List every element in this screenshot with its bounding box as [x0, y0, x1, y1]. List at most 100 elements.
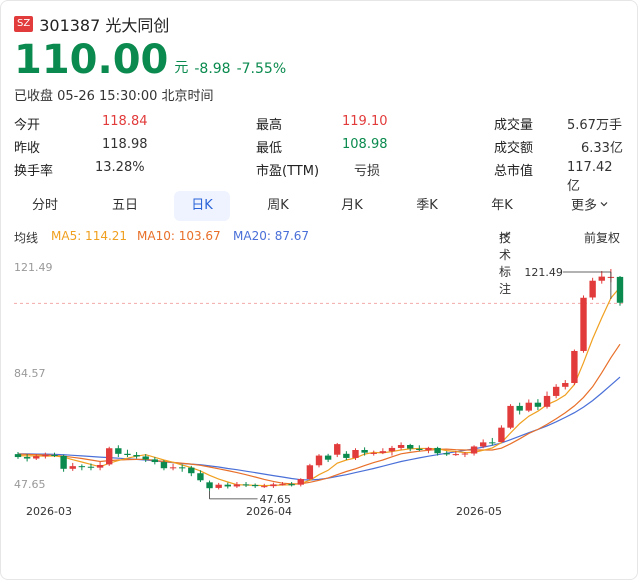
- stock-header: SZ 301387 光大同创: [14, 12, 169, 36]
- candle-body: [288, 484, 295, 486]
- candle-body: [188, 467, 195, 474]
- candle-body: [169, 467, 177, 469]
- candle-body: [124, 453, 131, 455]
- ma5-line: [17, 286, 621, 487]
- candle-body: [215, 484, 222, 488]
- candle-body: [151, 459, 159, 463]
- stat-value-open: 118.84: [102, 114, 148, 129]
- tab-yearly-k[interactable]: 年K: [491, 198, 513, 213]
- candle-body: [261, 486, 268, 488]
- tech-annotation-icon: [499, 229, 511, 243]
- stat-label-pe: 市盈(TTM): [256, 164, 320, 179]
- chevron-down-icon: [599, 191, 609, 221]
- candle-body: [434, 447, 441, 454]
- x-tick-label: 2026-05: [456, 505, 502, 518]
- exchange-badge: SZ: [14, 16, 34, 32]
- candle-body: [525, 402, 532, 411]
- max-value-label: 121.49: [524, 266, 563, 279]
- stat-value-prev-close: 118.98: [102, 137, 148, 152]
- stats-grid: 今开 118.84 最高 119.10 成交量 5.67万手 昨收 118.98…: [14, 112, 624, 194]
- candle-body: [388, 447, 396, 452]
- stat-label-open: 今开: [14, 118, 41, 133]
- candle-body: [425, 447, 432, 450]
- candle-body: [461, 453, 469, 455]
- candle-body: [23, 457, 31, 459]
- candle-body: [14, 454, 22, 458]
- tab-quarterly-k[interactable]: 季K: [416, 198, 438, 213]
- candle-body: [352, 449, 359, 458]
- ma20-legend: MA20: 87.67: [233, 229, 310, 243]
- stat-value-turnover-rate: 13.28%: [95, 160, 145, 175]
- market-status: 已收盘 05-26 15:30:00 北京时间: [14, 89, 214, 104]
- tech-annotation-label: 技术标注: [499, 231, 512, 296]
- candle-body: [160, 462, 168, 469]
- tab-five-day[interactable]: 五日: [111, 198, 138, 213]
- stat-label-market-cap: 总市值: [494, 164, 534, 179]
- candle-body: [361, 449, 368, 453]
- ma10-legend: MA10: 103.67: [137, 229, 221, 243]
- tab-weekly-k[interactable]: 周K: [267, 198, 289, 213]
- candle-body: [224, 484, 231, 487]
- min-value-label: 47.65: [260, 493, 292, 506]
- candle-body: [416, 448, 423, 450]
- candle-body: [115, 448, 122, 454]
- stat-label-turnover-rate: 换手率: [14, 164, 54, 179]
- ma-legend: 均线 MA5: 114.21 MA10: 103.67 MA20: 87.67 …: [14, 229, 626, 296]
- candle-body: [106, 448, 113, 465]
- candle-body: [598, 276, 605, 281]
- candle-body: [279, 484, 286, 486]
- adjust-mode-button[interactable]: 前复权: [584, 231, 621, 245]
- candle-body: [498, 427, 505, 443]
- stat-label-high: 最高: [256, 118, 283, 133]
- candle-body: [197, 473, 204, 481]
- stats-row: 昨收 118.98 最低 108.98 成交额 6.33亿: [14, 135, 624, 158]
- period-tabs: 分时 五日 日K 周K 月K 季K 年K 更多: [14, 191, 626, 221]
- candle-body: [206, 482, 213, 489]
- candle-body: [306, 465, 314, 480]
- candlestick-chart[interactable]: 121.49 47.65: [0, 250, 638, 530]
- candle-body: [452, 454, 460, 456]
- stat-value-turnover: 6.33亿: [581, 141, 623, 156]
- price-row: 110.00 元 -8.98 -7.55%: [14, 38, 286, 82]
- y-tick-label-mid: 84.57: [14, 367, 46, 380]
- candle-body: [42, 454, 49, 457]
- candle-body: [370, 452, 377, 454]
- candle-body: [543, 395, 551, 407]
- tab-more[interactable]: 更多: [554, 191, 626, 221]
- candle-body: [78, 466, 86, 468]
- candle-body: [133, 454, 140, 457]
- current-price: 110.00: [14, 37, 169, 83]
- candle-body: [251, 484, 259, 487]
- candle-body: [589, 280, 596, 298]
- candle-body: [96, 464, 104, 468]
- candle-body: [315, 455, 323, 466]
- candle-body: [516, 405, 523, 411]
- stats-row: 今开 118.84 最高 119.10 成交量 5.67万手: [14, 112, 624, 135]
- price-unit: 元: [174, 60, 189, 76]
- stat-value-market-cap: 117.42亿: [567, 160, 613, 194]
- stat-label-turnover: 成交额: [494, 141, 534, 156]
- candle-body: [178, 467, 186, 469]
- stat-value-low: 108.98: [342, 137, 388, 152]
- y-tick-label-bottom: 47.65: [14, 478, 46, 491]
- candle-body: [580, 297, 587, 351]
- candle-body: [69, 466, 76, 469]
- price-change-pct: -7.55%: [236, 61, 287, 77]
- stat-value-pe: 亏损: [354, 164, 381, 179]
- candle-body: [343, 453, 350, 458]
- stat-value-volume: 5.67万手: [567, 118, 622, 133]
- tab-intraday[interactable]: 分时: [31, 198, 58, 213]
- candle-body: [534, 402, 542, 407]
- candle-body: [489, 442, 496, 444]
- tab-daily-k[interactable]: 日K: [174, 191, 230, 221]
- tab-monthly-k[interactable]: 月K: [341, 198, 363, 213]
- stock-code-name: 301387 光大同创: [39, 16, 170, 35]
- candle-body: [324, 455, 332, 460]
- stat-value-high: 119.10: [342, 114, 388, 129]
- candle-body: [87, 466, 95, 468]
- candle-body: [397, 445, 405, 448]
- ma5-legend: MA5: 114.21: [51, 229, 128, 243]
- candle-body: [616, 276, 624, 303]
- candle-body: [60, 455, 67, 469]
- candle-body: [233, 484, 241, 487]
